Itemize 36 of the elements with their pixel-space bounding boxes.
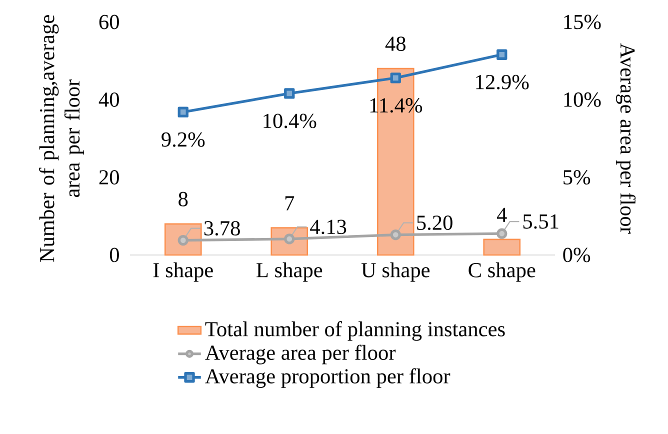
y2-tick-label: 15%	[564, 14, 601, 30]
y-tick-label: 20	[99, 170, 119, 185]
data-label: 5.20	[417, 216, 452, 230]
bar	[483, 238, 521, 256]
data-label: 9.2%	[162, 132, 205, 147]
legend-label: Average area per floor	[205, 344, 396, 364]
data-label: 12.9%	[476, 74, 529, 90]
data-label: 4.13	[310, 220, 346, 234]
data-label: 48	[385, 36, 406, 51]
legend-label: Average proportion per floor	[205, 368, 450, 388]
point	[178, 106, 188, 118]
x-tick-label: U shape	[361, 262, 430, 282]
y-tick-label: 0	[110, 248, 119, 262]
data-label: 8	[178, 192, 188, 206]
y2-axis-title: Average area per floor	[616, 43, 636, 234]
y-tick-label: 60	[99, 14, 119, 30]
x-tick-label: L shape	[256, 262, 322, 282]
data-label: 10.4%	[264, 114, 316, 128]
data-label: 4	[496, 208, 507, 222]
point	[390, 72, 401, 84]
point	[496, 49, 508, 60]
y-axis-title: Number of planning,average area per floor	[39, 15, 84, 262]
point	[496, 228, 508, 239]
x-tick-label: I shape	[153, 262, 213, 282]
legend-label: Total number of planning instances	[205, 321, 505, 341]
data-label: 3.78	[204, 221, 240, 236]
y2-tick-label: 10%	[564, 92, 601, 107]
data-label: 5.51	[523, 214, 558, 229]
data-label: 11.4%	[370, 98, 422, 113]
x-tick-label: C shape	[468, 262, 536, 282]
y2-tick-label: 0%	[563, 248, 590, 262]
point	[284, 88, 295, 99]
y-tick-label: 40	[98, 92, 119, 107]
y2-tick-label: 5%	[564, 170, 590, 185]
data-label: 7	[285, 196, 294, 210]
point	[390, 229, 401, 240]
